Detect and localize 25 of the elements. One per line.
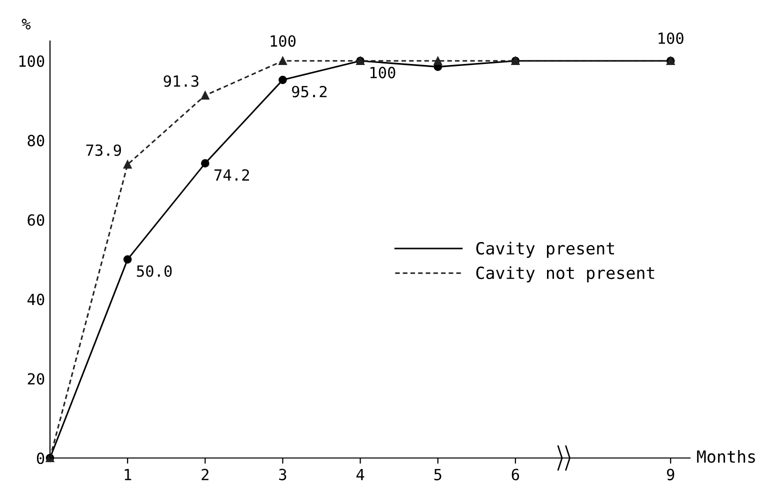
x-tick-label: 3 bbox=[279, 468, 286, 480]
data-label: 100 bbox=[658, 32, 684, 44]
x-axis-title: Months bbox=[697, 450, 755, 463]
data-label: 91.3 bbox=[164, 75, 198, 87]
x-tick-label: 5 bbox=[434, 468, 442, 480]
x-tick-label: 9 bbox=[666, 468, 674, 480]
legend-label: Cavity present bbox=[476, 242, 614, 258]
x-tick-label: 6 bbox=[512, 468, 520, 480]
data-label: 73.9 bbox=[86, 144, 121, 156]
data-label: 95.2 bbox=[292, 86, 327, 98]
y-tick-label: 40 bbox=[28, 294, 44, 306]
y-tick-label: 100 bbox=[19, 55, 44, 67]
y-tick-label: 20 bbox=[28, 373, 44, 385]
x-tick-label: 1 bbox=[124, 468, 132, 480]
data-label: 100 bbox=[370, 66, 396, 78]
x-tick-label: 2 bbox=[202, 468, 208, 480]
data-label: 50.0 bbox=[136, 265, 172, 277]
y-tick-label: 80 bbox=[28, 134, 44, 146]
x-tick-label: 4 bbox=[356, 468, 364, 480]
y-tick-label: 0 bbox=[36, 452, 44, 464]
y-tick-label: 60 bbox=[28, 214, 44, 226]
data-label: 100 bbox=[270, 35, 296, 47]
data-label: 74.2 bbox=[214, 169, 249, 181]
legend-label: Cavity not present bbox=[476, 266, 654, 282]
y-axis-title: % bbox=[22, 18, 31, 30]
